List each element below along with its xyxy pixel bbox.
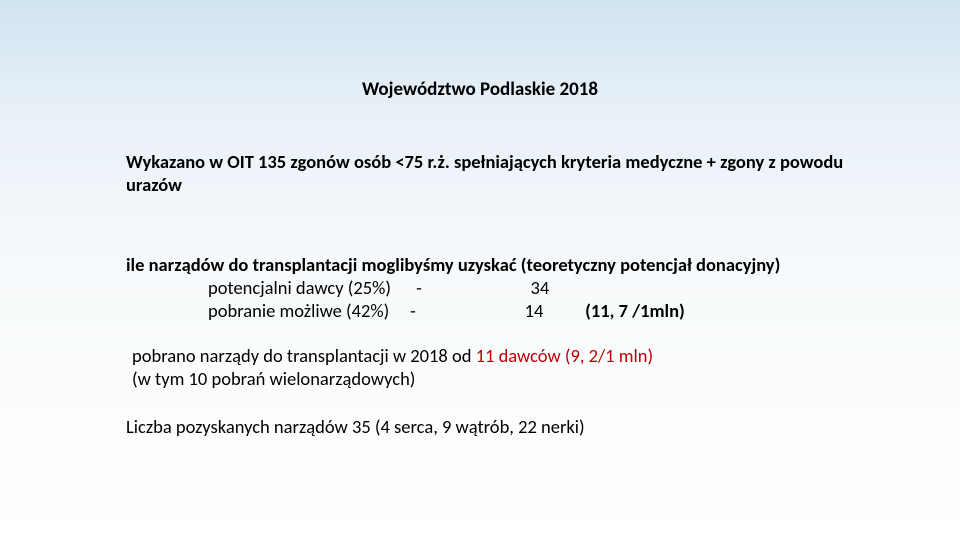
harvest-donors: 11 dawców (9, 2/1 mln) [476,344,653,367]
harvest-line-2: (w tym 10 pobrań wielonarządowych) [132,367,862,390]
potential-row-2: pobranie możliwe (42%) - 14 (11, 7 /1mln… [126,299,866,322]
potential-heading: ile narządów do transplantacji moglibyśm… [126,253,866,276]
harvest-block: pobrano narządy do transplantacji w 2018… [132,344,862,390]
slide-title: Województwo Podlaskie 2018 [0,78,960,101]
slide: Województwo Podlaskie 2018 Wykazano w OI… [0,0,960,540]
row1-value: 34 [531,276,550,299]
row2-dash: - [410,299,416,322]
organs-count: Liczba pozyskanych narządów 35 (4 serca,… [126,415,856,438]
row1-label: potencjalni dawcy (25%) [208,276,391,299]
row2-value: 14 [525,299,544,322]
row1-dash: - [416,276,422,299]
harvest-line-1: pobrano narządy do transplantacji w 2018… [132,344,862,367]
paragraph-deaths: Wykazano w OIT 135 zgonów osób <75 r.ż. … [126,150,856,196]
potential-row-1: potencjalni dawcy (25%) - 34 [126,276,866,299]
row2-extra: (11, 7 /1mln) [585,299,685,322]
potential-block: ile narządów do transplantacji moglibyśm… [126,253,866,322]
harvest-sub: (w tym 10 pobrań wielonarządowych) [132,367,415,390]
row2-label: pobranie możliwe (42%) [208,299,389,322]
harvest-pre: pobrano narządy do transplantacji w 2018… [132,344,476,367]
